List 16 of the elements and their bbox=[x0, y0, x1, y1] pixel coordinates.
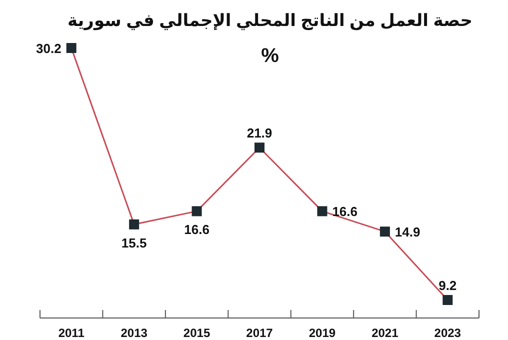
data-label: 16.6 bbox=[332, 204, 358, 220]
x-tick-label: 2019 bbox=[308, 326, 336, 340]
data-label: 14.9 bbox=[394, 224, 420, 240]
x-tick-label: 2021 bbox=[372, 326, 399, 340]
chart-subtitle: % bbox=[261, 45, 280, 67]
x-tick-label: 2013 bbox=[120, 326, 148, 340]
data-label: 21.9 bbox=[246, 126, 272, 141]
x-tick-label: 2011 bbox=[58, 326, 85, 340]
x-tick-label: 2023 bbox=[434, 326, 462, 340]
data-label: 9.2 bbox=[438, 278, 457, 293]
data-label: 16.6 bbox=[184, 222, 210, 238]
data-label: 15.5 bbox=[121, 235, 147, 250]
x-tick-label: 2017 bbox=[246, 326, 274, 340]
x-tick-label: 2015 bbox=[183, 326, 210, 340]
data-label: 30.2 bbox=[36, 41, 62, 56]
chart-title: حصة العمل من الناتج المحلي الإجمالي في سورية bbox=[67, 11, 473, 31]
